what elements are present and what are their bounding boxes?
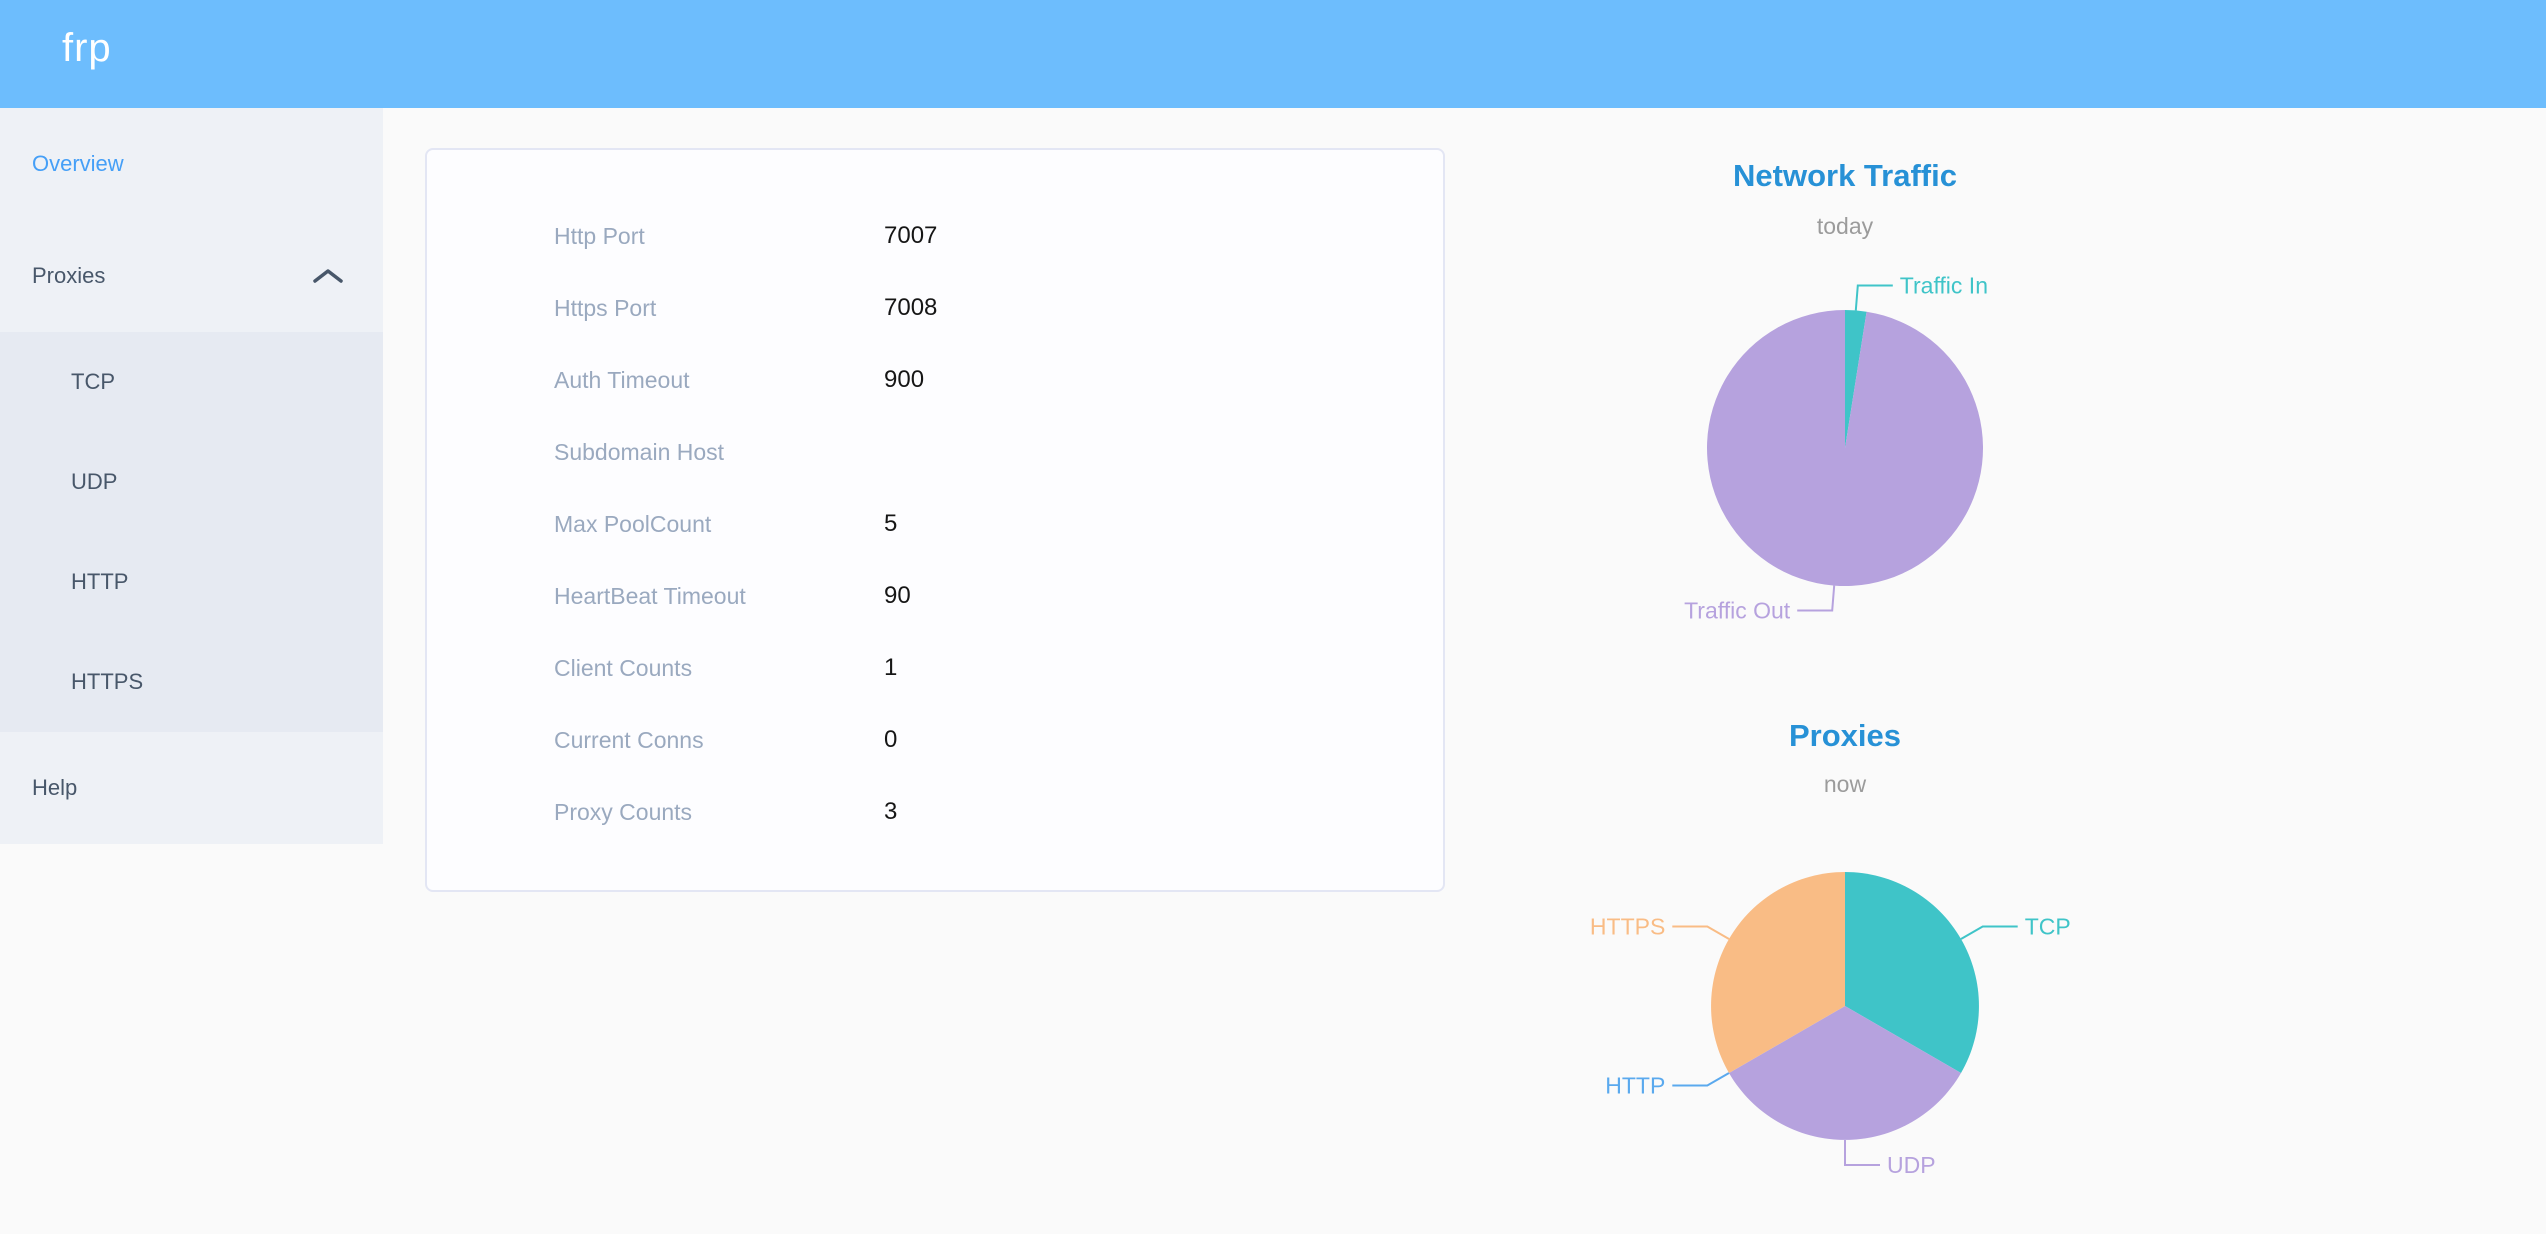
pie-slice-tcp [1845, 872, 1979, 1073]
info-row: Https Port 7008 [427, 272, 1443, 344]
pie-label-line-udp [1844, 1140, 1880, 1166]
chevron-up-icon [311, 266, 345, 286]
pie-label-line-traffic-in [1854, 284, 1893, 311]
pie-slice-https [1711, 872, 1845, 1073]
info-value: 7007 [884, 222, 938, 249]
info-label: HeartBeat Timeout [554, 582, 746, 609]
sidebar-item-https-label: HTTPS [71, 669, 144, 694]
chart-subtitle: now [1823, 771, 1867, 797]
info-row: Http Port 7007 [427, 200, 1443, 272]
sidebar-item-overview[interactable]: Overview [0, 108, 383, 220]
pie-label-line-https [1672, 925, 1730, 940]
info-row: HeartBeat Timeout 90 [427, 560, 1443, 632]
pie-label-tcp: TCP [2025, 914, 2071, 940]
pie-slice-traffic-in [1845, 310, 1867, 448]
info-label: Current Conns [554, 726, 704, 753]
pie-label-https: HTTPS [1590, 914, 1665, 940]
pie-label-line-http [1672, 1072, 1730, 1087]
sidebar-item-udp[interactable]: UDP [0, 432, 383, 532]
app-logo: frp [62, 26, 112, 70]
info-row: Max PoolCount 5 [427, 488, 1443, 560]
info-value: 1 [884, 654, 898, 681]
info-row: Client Counts 1 [427, 632, 1443, 704]
sidebar: Overview Proxies TCP UDP HTTP HTTPS Help [0, 108, 383, 844]
proxies-pie: TCP UDP HTTP HTTPS [1590, 872, 2071, 1178]
info-label: Client Counts [554, 654, 693, 681]
server-info-card: Http Port 7007 Https Port 7008 Auth Time… [425, 148, 1445, 892]
sidebar-item-tcp[interactable]: TCP [0, 332, 383, 432]
app-header: frp [0, 0, 2546, 108]
info-value: 3 [884, 798, 898, 825]
sidebar-item-tcp-label: TCP [71, 369, 115, 394]
sidebar-item-help-label: Help [32, 775, 78, 800]
sidebar-item-http[interactable]: HTTP [0, 532, 383, 632]
sidebar-item-udp-label: UDP [71, 469, 118, 494]
info-label: Max PoolCount [554, 510, 712, 537]
info-value: 7008 [884, 294, 938, 321]
network-traffic-pie: Traffic In Traffic Out [1684, 273, 1988, 624]
sidebar-item-overview-label: Overview [32, 151, 124, 176]
pie-label-udp: UDP [1887, 1152, 1936, 1178]
network-traffic-chart: Network Traffic today Traffic In Traffic … [1520, 140, 2170, 670]
chart-subtitle: today [1816, 213, 1874, 239]
info-label: Auth Timeout [554, 366, 690, 393]
sidebar-item-help[interactable]: Help [0, 732, 383, 844]
info-row: Subdomain Host [427, 416, 1443, 488]
pie-label-traffic-out: Traffic Out [1684, 598, 1791, 624]
info-label: Http Port [554, 222, 645, 249]
chart-title: Proxies [1788, 718, 1901, 753]
info-label: Proxy Counts [554, 798, 693, 825]
pie-label-line-tcp [1960, 925, 2018, 940]
info-value: 900 [884, 366, 925, 393]
proxies-chart: Proxies now TCP UDP HTTP HTTPS [1520, 690, 2170, 1234]
info-label: Https Port [554, 294, 657, 321]
pie-slice-udp [1729, 1006, 1961, 1140]
sidebar-item-proxies[interactable]: Proxies [0, 220, 383, 332]
sidebar-submenu-proxies: TCP UDP HTTP HTTPS [0, 332, 383, 732]
pie-label-http: HTTP [1605, 1073, 1665, 1099]
info-value: 0 [884, 726, 898, 753]
sidebar-item-https[interactable]: HTTPS [0, 632, 383, 732]
info-value: 5 [884, 510, 898, 537]
pie-label-traffic-in: Traffic In [1900, 273, 1988, 299]
pie-label-line-traffic-out [1797, 585, 1836, 612]
sidebar-item-proxies-label: Proxies [32, 263, 106, 288]
info-value: 90 [884, 582, 911, 609]
info-row: Proxy Counts 3 [427, 776, 1443, 848]
chart-title: Network Traffic [1733, 158, 1957, 193]
info-row: Current Conns 0 [427, 704, 1443, 776]
info-label: Subdomain Host [554, 438, 725, 465]
info-row: Auth Timeout 900 [427, 344, 1443, 416]
sidebar-item-http-label: HTTP [71, 569, 129, 594]
pie-slice-traffic-out [1707, 310, 1984, 586]
